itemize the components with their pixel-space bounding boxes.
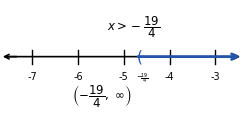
Text: -3: -3: [211, 72, 220, 82]
Text: -6: -6: [73, 72, 83, 82]
Text: $x > -\dfrac{19}{4}$: $x > -\dfrac{19}{4}$: [107, 14, 160, 40]
Text: $-\!\frac{19}{4}$: $-\!\frac{19}{4}$: [136, 72, 149, 86]
Text: (: (: [137, 49, 142, 64]
Text: -5: -5: [119, 72, 129, 82]
Text: $\left(-\dfrac{19}{4},\ \infty\right)$: $\left(-\dfrac{19}{4},\ \infty\right)$: [72, 83, 132, 109]
Text: -4: -4: [165, 72, 174, 82]
Text: -7: -7: [27, 72, 37, 82]
